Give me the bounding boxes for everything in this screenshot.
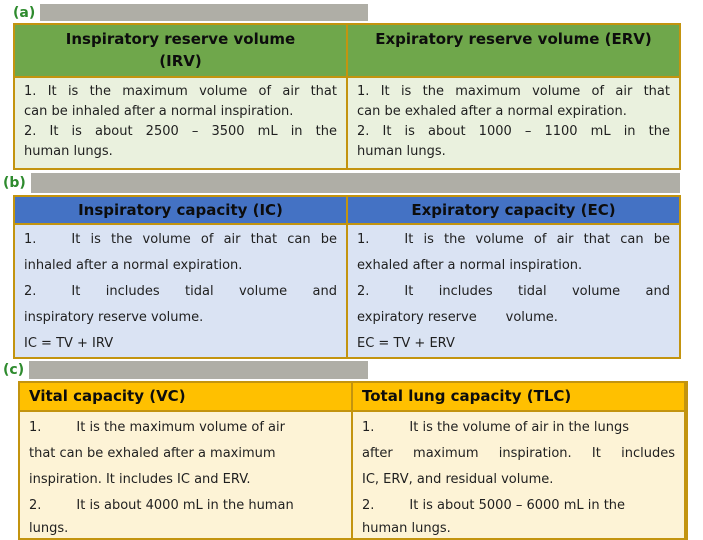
header-title: Vital capacity (VC) bbox=[29, 387, 186, 405]
table-cell-line: EC = TV + ERV bbox=[357, 336, 455, 351]
header-title: Expiratory reserve volume (ERV) bbox=[375, 30, 652, 48]
table-cell-line: exhaled after a normal inspiration. bbox=[357, 258, 583, 273]
header-title: Inspiratory capacity (IC) bbox=[78, 201, 283, 219]
list-number: 2. bbox=[29, 498, 42, 513]
table-b-cell-ec: 1. It is the volume of air that can be exh… bbox=[346, 225, 679, 357]
list-number: 2. bbox=[362, 498, 375, 513]
table-c-header-row: Vital capacity (VC) Total lung capacity … bbox=[20, 383, 684, 412]
caption-bar-a: (a) bbox=[10, 4, 368, 21]
list-number: 2. bbox=[357, 284, 370, 299]
list-number: 1. bbox=[29, 420, 42, 435]
table-cell-line: lungs. bbox=[29, 521, 69, 536]
table-a-body-row: 1. It is the maximum volume of air that c… bbox=[15, 78, 679, 168]
list-number: 1. bbox=[357, 232, 370, 247]
table-cell-line: human lungs. bbox=[362, 521, 451, 536]
table-capacities-ic-ec: Inspiratory capacity (IC) Expiratory cap… bbox=[13, 195, 681, 359]
table-cell-line: 2. It includes tidal volume and bbox=[24, 284, 337, 299]
table-cell-line: can be inhaled after a normal inspiratio… bbox=[24, 104, 294, 119]
table-cell-line: inspiration. It includes IC and ERV. bbox=[29, 472, 251, 487]
table-c-body-row: 1. It is the maximum volume of air that ca… bbox=[20, 412, 684, 538]
table-a-header-erv: Expiratory reserve volume (ERV) bbox=[346, 25, 679, 76]
table-cell-line: that can be exhaled after a maximum bbox=[29, 446, 276, 461]
table-a-cell-erv: 1. It is the maximum volume of air that c… bbox=[346, 78, 679, 168]
table-cell-line: 1. It is the volume of air in the lungs bbox=[362, 420, 630, 435]
table-cell-line: 2. It is about 2500 – 3500 mL in the bbox=[24, 124, 337, 139]
table-c-header-tlc: Total lung capacity (TLC) bbox=[351, 383, 684, 410]
section-label-a: (a) bbox=[10, 4, 41, 21]
table-a-header-row: Inspiratory reserve volume (IRV) Expirat… bbox=[15, 25, 679, 78]
table-cell-line: 1. It is the volume of air that can be bbox=[357, 232, 670, 247]
table-cell-line: 1. It is the maximum volume of air that bbox=[24, 84, 337, 99]
section-label-b: (b) bbox=[0, 173, 31, 193]
table-capacities-vc-tlc: Vital capacity (VC) Total lung capacity … bbox=[18, 381, 688, 540]
table-cell-line: inspiratory reserve volume. bbox=[24, 310, 204, 325]
table-cell-line: inhaled after a normal expiration. bbox=[24, 258, 243, 273]
header-title: Expiratory capacity (EC) bbox=[411, 201, 616, 219]
table-cell-line: IC = TV + IRV bbox=[24, 336, 114, 351]
table-b-header-ic: Inspiratory capacity (IC) bbox=[15, 197, 346, 223]
table-cell-line: expiratory reserve volume. bbox=[357, 310, 558, 325]
header-title: Total lung capacity (TLC) bbox=[362, 387, 572, 405]
table-cell-line: after maximum inspiration. It includes bbox=[362, 446, 675, 461]
header-title: Inspiratory reserve volume bbox=[65, 30, 296, 48]
table-b-body-row: 1. It is the volume of air that can be inh… bbox=[15, 225, 679, 357]
table-b-header-ec: Expiratory capacity (EC) bbox=[346, 197, 679, 223]
header-title-line2: (IRV) bbox=[159, 52, 202, 70]
table-b-cell-ic: 1. It is the volume of air that can be inh… bbox=[15, 225, 346, 357]
table-reserve-volumes: Inspiratory reserve volume (IRV) Expirat… bbox=[13, 23, 681, 170]
table-cell-line: can be exhaled after a normal expiration… bbox=[357, 104, 627, 119]
table-c-cell-vc: 1. It is the maximum volume of air that ca… bbox=[20, 412, 351, 538]
table-cell-line: human lungs. bbox=[24, 144, 113, 159]
section-label-c: (c) bbox=[0, 361, 30, 379]
table-a-header-irv: Inspiratory reserve volume (IRV) bbox=[15, 25, 346, 76]
table-c-header-vc: Vital capacity (VC) bbox=[20, 383, 351, 410]
table-cell-line: 2. It is about 4000 mL in the human bbox=[29, 498, 294, 513]
list-number: 2. bbox=[24, 284, 37, 299]
table-cell-line: 1. It is the maximum volume of air that bbox=[357, 84, 670, 99]
table-cell-line: 1. It is the maximum volume of air bbox=[29, 420, 285, 435]
caption-bar-c: (c) bbox=[0, 361, 368, 379]
table-cell-line: IC, ERV, and residual volume. bbox=[362, 472, 554, 487]
table-cell-line: 2. It is about 1000 – 1100 mL in the bbox=[357, 124, 670, 139]
caption-bar-b: (b) bbox=[0, 173, 680, 193]
list-number: 1. bbox=[362, 420, 375, 435]
table-b-header-row: Inspiratory capacity (IC) Expiratory cap… bbox=[15, 197, 679, 225]
list-number: 1. bbox=[24, 232, 37, 247]
table-a-cell-irv: 1. It is the maximum volume of air that c… bbox=[15, 78, 346, 168]
table-c-cell-tlc: 1. It is the volume of air in the lungs af… bbox=[351, 412, 684, 538]
table-cell-line: human lungs. bbox=[357, 144, 446, 159]
table-cell-line: 1. It is the volume of air that can be bbox=[24, 232, 337, 247]
table-cell-line: 2. It is about 5000 – 6000 mL in the bbox=[362, 498, 626, 513]
table-cell-line: 2. It includes tidal volume and bbox=[357, 284, 670, 299]
